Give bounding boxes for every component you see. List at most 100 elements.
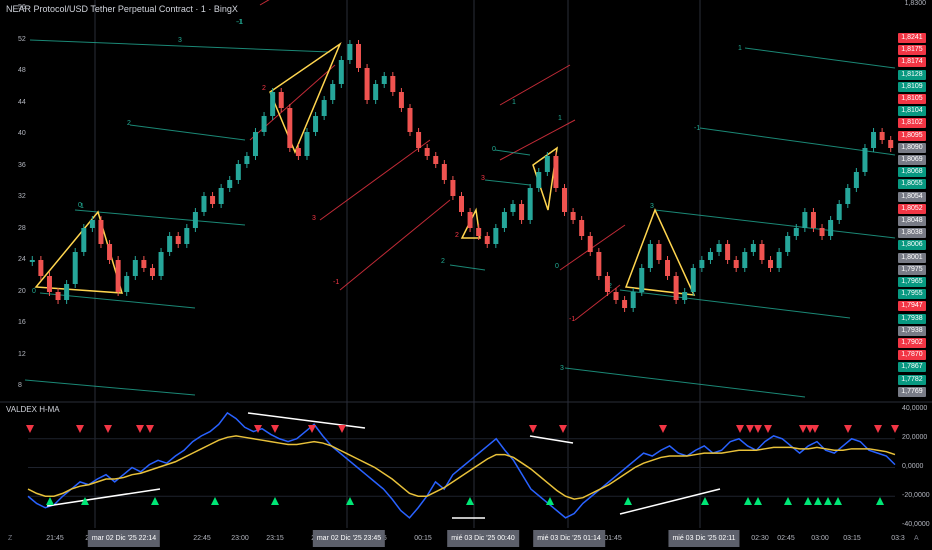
candle [647,244,653,268]
candle [819,228,825,236]
price-tag: 1,8006 [898,240,926,251]
buy-signal-0 [46,497,54,505]
candle [227,180,233,188]
sell-signal-6 [271,425,279,433]
candle [373,84,379,100]
fib-channel-line-5 [259,0,270,6]
candle [450,180,456,196]
price-tag: 1,7947 [898,301,926,312]
fib-level-label-22: -1 [236,19,242,26]
candle [278,92,284,108]
candle [81,228,87,252]
sell-signal-11 [659,425,667,433]
fib-channel-line-2 [74,209,246,226]
sell-signal-21 [891,425,899,433]
fib-level-label-20: 1 [738,45,742,52]
fib-channel-line-3 [39,292,196,309]
fib-channel-line-7 [319,139,431,221]
buy-signal-11 [754,497,762,505]
candle [433,156,439,164]
price-tag: 1,8038 [898,228,926,239]
price-tag: 1,8069 [898,155,926,165]
candle [201,196,207,212]
time-axis-highlight: mar 02 Dic '25 23:45 [312,530,386,547]
candle [149,268,155,276]
divergence-line-3 [529,435,574,444]
price-tag: 1,7769 [898,386,926,397]
time-axis-tick: 00:15 [414,535,432,542]
candle [536,172,542,188]
price-tag: 1,8174 [898,57,926,68]
left-axis-tick: 44 [18,98,26,106]
sell-signal-18 [811,425,819,433]
candle [192,212,198,228]
fib-channel-line-12 [574,284,621,321]
candle [132,260,138,276]
candle [287,108,293,148]
left-axis-tick: 56 [18,4,26,11]
candle [141,260,147,268]
candle [493,228,499,244]
fib-channel-line-8 [339,199,451,291]
sell-signal-5 [254,425,262,433]
buy-signal-6 [466,497,474,505]
candle [656,244,662,260]
buy-signal-4 [271,497,279,505]
fib-channel-line-18 [654,209,896,239]
candle [793,228,799,236]
candle [725,244,731,260]
price-tag: 1,7870 [898,350,926,361]
fib-level-label-2: 2 [127,120,131,127]
sell-signal-2 [104,425,112,433]
time-axis-highlight: mar 02 Dic '25 22:14 [87,530,161,547]
buy-signal-2 [151,497,159,505]
price-tag: 1,8055 [898,179,926,190]
price-tag: 1,7867 [898,362,926,373]
divergence-line-4 [619,488,721,515]
oscillator-line [27,411,896,519]
buy-signal-10 [744,497,752,505]
time-axis-highlight: mié 03 Dic '25 02:11 [668,530,740,547]
candle [244,156,250,164]
buy-signal-17 [876,497,884,505]
indicator-title: VALDEX H-MA [6,405,60,414]
candle [89,220,95,228]
buy-signal-8 [624,497,632,505]
price-tag: 1,8102 [898,118,926,129]
candle [562,188,568,212]
candle [304,132,310,156]
buy-signal-9 [701,497,709,505]
fib-level-label-0: -1 [237,19,243,26]
left-axis-tick: 12 [18,350,26,358]
price-tag: 1,8052 [898,203,926,214]
time-axis-tick: 22:45 [193,535,211,542]
fib-level-label-14: -1 [569,316,575,323]
candle [604,276,610,292]
fib-level-label-10: 3 [481,175,485,182]
candle [750,244,756,252]
candle [519,204,525,220]
candle [613,292,619,300]
right-axis-top-label: 1,8300 [904,0,926,7]
left-axis-tick: 52 [18,35,26,43]
candle [313,116,319,132]
indicator-axis-tick: -40,0000 [902,521,930,528]
buy-signal-3 [211,497,219,505]
price-tag: 1,7975 [898,264,926,275]
candle [639,268,645,292]
fib-channel-line-16 [564,367,806,398]
price-tag: 1,8105 [898,94,926,104]
fib-channel-line-20 [744,47,896,69]
divergence-line-1 [46,488,161,507]
time-axis-tick: 03:00 [811,535,829,542]
fib-level-label-5: 2 [262,85,266,92]
left-axis-tick: 40 [18,130,26,137]
candle [768,260,774,268]
candle [853,172,859,188]
time-axis-tick: 02:45 [777,535,795,542]
candle [158,252,164,276]
sell-signal-0 [26,425,34,433]
indicator-axis-tick: 40,0000 [902,405,928,412]
left-axis-tick: 24 [18,256,26,263]
